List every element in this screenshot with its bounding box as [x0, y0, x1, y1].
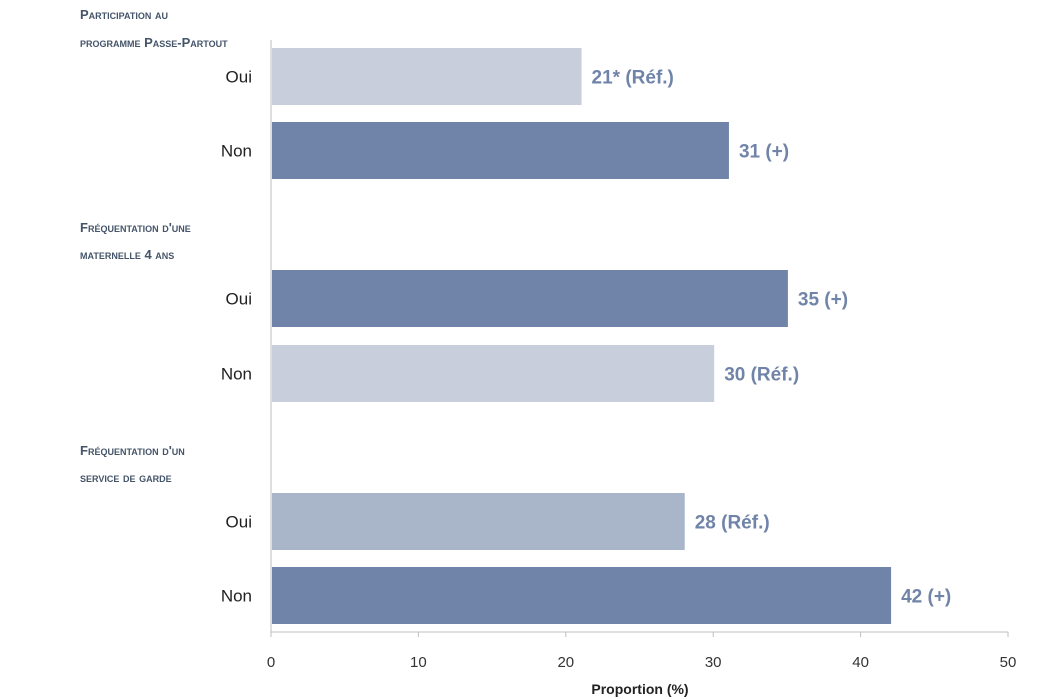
category-label: Oui [226, 290, 252, 309]
category-label: Non [221, 365, 252, 384]
x-tick-label: 0 [267, 654, 275, 671]
category-label: Non [221, 142, 252, 161]
group-label-2-line-2: maternelle 4 ans [80, 247, 174, 262]
group-label-2-line-1: Fréquentation d'une [80, 220, 191, 235]
x-tick-label: 10 [410, 654, 427, 671]
bar-2-non [272, 345, 715, 402]
group-label-3-line-1: Fréquentation d'un [80, 443, 185, 458]
value-label: 35 (+) [798, 290, 848, 311]
value-label: 30 (Réf.) [724, 365, 799, 386]
bar-1-oui [272, 48, 582, 105]
bars: Oui 21* (Réf.) Non 31 (+) Oui 35 (+) Non 30 (Ré… [221, 48, 951, 624]
x-tick-label: 20 [557, 654, 574, 671]
axes: 0 10 20 30 40 50 [267, 40, 1017, 671]
value-label: 31 (+) [739, 142, 789, 163]
group-label-1-line-1: Participation au [80, 7, 168, 22]
category-label: Oui [226, 68, 252, 87]
value-label: 21* (Réf.) [592, 68, 674, 89]
x-tick-label: 50 [1000, 654, 1017, 671]
value-label: 28 (Réf.) [695, 513, 770, 534]
value-label: 42 (+) [901, 587, 951, 608]
category-label: Non [221, 587, 252, 606]
group-label-1-line-2: programme Passe-Partout [80, 35, 228, 50]
x-tick-label: 40 [852, 654, 869, 671]
group-label-3-line-2: service de garde [80, 470, 172, 485]
bar-2-oui [272, 270, 788, 327]
bar-1-non [272, 122, 729, 179]
group-labels: Participation au programme Passe-Partout F… [80, 7, 228, 485]
category-label: Oui [226, 513, 252, 532]
bar-3-non [272, 567, 892, 624]
x-tick-label: 30 [705, 654, 722, 671]
x-axis-title: Proportion (%) [591, 681, 688, 697]
bar-3-oui [272, 493, 685, 550]
